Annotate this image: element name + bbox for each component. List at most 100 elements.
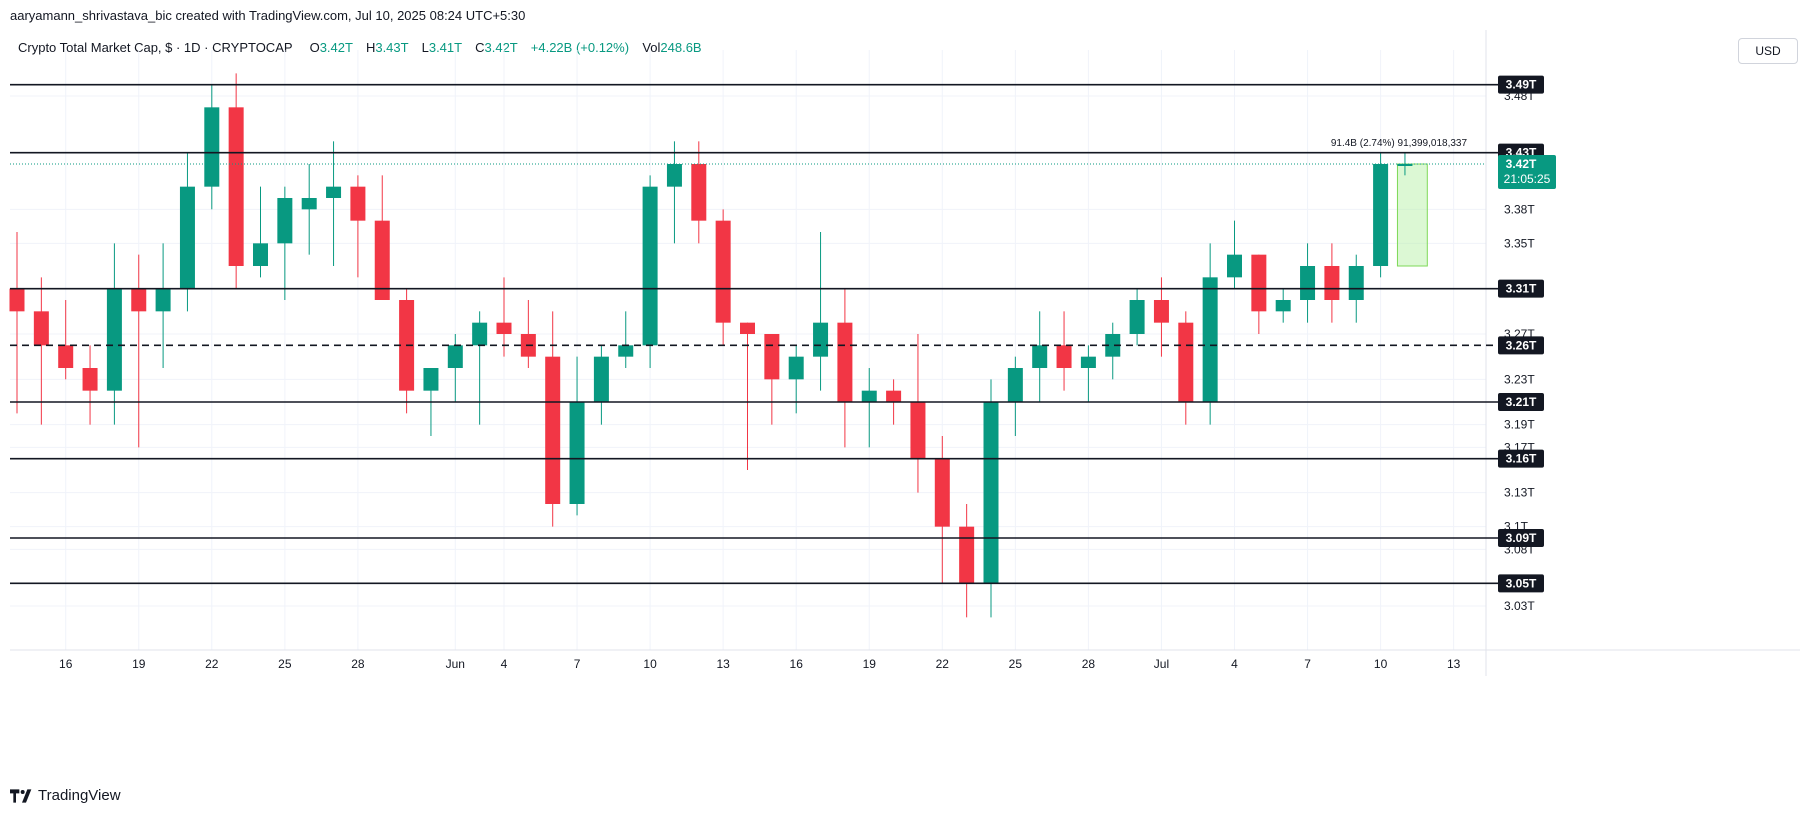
candle-body[interactable]: [350, 186, 366, 221]
candle-body[interactable]: [1324, 266, 1340, 300]
y-tick-label: 3.35T: [1504, 236, 1535, 250]
candle-body[interactable]: [1129, 300, 1145, 334]
range-measure-label: 91.4B (2.74%) 91,399,018,337: [1331, 138, 1468, 149]
level-price-tag: [1498, 529, 1544, 547]
candle-body[interactable]: [934, 458, 950, 527]
currency-button[interactable]: USD: [1738, 38, 1798, 64]
candle-body[interactable]: [1202, 277, 1218, 402]
candle-body[interactable]: [253, 243, 268, 266]
candle-body[interactable]: [886, 390, 902, 402]
candle-body[interactable]: [1080, 356, 1096, 368]
x-tick-label: 22: [936, 657, 950, 671]
candle-body[interactable]: [545, 356, 561, 504]
candle-body[interactable]: [569, 402, 585, 504]
candle-body[interactable]: [374, 220, 390, 300]
candle-body[interactable]: [277, 198, 293, 244]
candle-body[interactable]: [155, 288, 171, 312]
candle-body[interactable]: [666, 164, 682, 187]
y-tick-label: 3.23T: [1504, 372, 1535, 386]
symbol-legend: Crypto Total Market Cap, $ · 1D · CRYPTO…: [18, 40, 702, 55]
candle-body[interactable]: [715, 220, 731, 323]
candle-body[interactable]: [1397, 164, 1413, 166]
candle-body[interactable]: [642, 186, 658, 346]
candle-body[interactable]: [1153, 300, 1169, 323]
candle-body[interactable]: [106, 288, 122, 391]
candle-body[interactable]: [1227, 254, 1242, 278]
candle-body[interactable]: [82, 368, 98, 391]
candle-body[interactable]: [1275, 300, 1291, 312]
candle-body[interactable]: [959, 526, 975, 584]
candle-body[interactable]: [983, 402, 999, 584]
x-tick-label: Jun: [446, 657, 465, 671]
x-tick-label: 28: [351, 657, 365, 671]
symbol-name[interactable]: Crypto Total Market Cap, $ · 1D · CRYPTO…: [18, 40, 293, 55]
candle-body[interactable]: [496, 322, 512, 334]
candle-body[interactable]: [593, 356, 609, 402]
x-tick-label: 16: [790, 657, 804, 671]
high-label: H: [365, 40, 376, 55]
candle-body[interactable]: [691, 164, 707, 221]
close-value: 3.42T: [484, 40, 518, 55]
candle-body[interactable]: [813, 322, 829, 357]
x-tick-label: Jul: [1154, 657, 1169, 671]
volume-value: 248.6B: [660, 40, 702, 55]
candle-body[interactable]: [837, 322, 853, 402]
candle-body[interactable]: [1032, 345, 1048, 368]
candle-body[interactable]: [326, 186, 342, 198]
candle-body[interactable]: [1373, 164, 1389, 266]
level-price-tag: [1498, 336, 1544, 355]
level-price-label: 3.26T: [1506, 338, 1537, 352]
candle-body[interactable]: [472, 322, 488, 346]
candle-body[interactable]: [9, 288, 25, 312]
y-tick-label: 3.19T: [1504, 418, 1535, 432]
candle-body[interactable]: [1300, 266, 1316, 300]
close-label: C: [475, 40, 485, 55]
candle-body[interactable]: [1251, 254, 1267, 312]
level-price-label: 3.09T: [1506, 531, 1537, 545]
candle-body[interactable]: [1007, 368, 1023, 402]
candle-body[interactable]: [764, 334, 780, 380]
level-price-tag: [1498, 75, 1544, 94]
candle-body[interactable]: [740, 322, 755, 334]
x-tick-label: 7: [574, 657, 581, 671]
high-value: 3.43T: [375, 40, 409, 55]
level-price-tag: [1498, 393, 1544, 411]
level-price-tag: [1498, 449, 1544, 468]
candle-body[interactable]: [179, 186, 195, 289]
candle-body[interactable]: [58, 345, 74, 368]
level-price-tag: [1498, 574, 1544, 593]
candle-body[interactable]: [447, 345, 463, 368]
candle-body[interactable]: [618, 345, 634, 357]
level-price-label: 3.31T: [1506, 282, 1537, 296]
open-label: O: [309, 40, 320, 55]
candle-body[interactable]: [204, 107, 220, 187]
bar-countdown-label: 21:05:25: [1504, 172, 1551, 186]
candle-body[interactable]: [1105, 334, 1121, 357]
range-measure-box[interactable]: [1396, 163, 1428, 267]
x-tick-label: 13: [1447, 657, 1461, 671]
candle-body[interactable]: [301, 198, 317, 210]
candle-body[interactable]: [33, 311, 49, 346]
candle-body[interactable]: [861, 390, 877, 402]
tradingview-logo-icon: [10, 788, 32, 803]
candle-body[interactable]: [423, 368, 439, 391]
candle-body[interactable]: [1056, 345, 1072, 368]
x-tick-label: 10: [1374, 657, 1388, 671]
candle-body[interactable]: [1348, 266, 1364, 300]
x-tick-label: 28: [1082, 657, 1096, 671]
candle-body[interactable]: [1178, 322, 1194, 402]
tradingview-brand[interactable]: TradingView: [10, 787, 121, 804]
candle-body[interactable]: [228, 107, 244, 266]
low-label: L: [421, 40, 429, 55]
x-tick-label: 4: [1231, 657, 1238, 671]
candle-body[interactable]: [788, 356, 804, 380]
x-tick-label: 4: [501, 657, 508, 671]
x-tick-label: 25: [278, 657, 292, 671]
low-value: 3.41T: [428, 40, 462, 55]
candle-body[interactable]: [910, 402, 926, 459]
y-tick-label: 3.13T: [1504, 486, 1535, 500]
y-tick-label: 3.03T: [1504, 599, 1535, 613]
candle-body[interactable]: [131, 288, 147, 312]
x-tick-label: 7: [1304, 657, 1311, 671]
